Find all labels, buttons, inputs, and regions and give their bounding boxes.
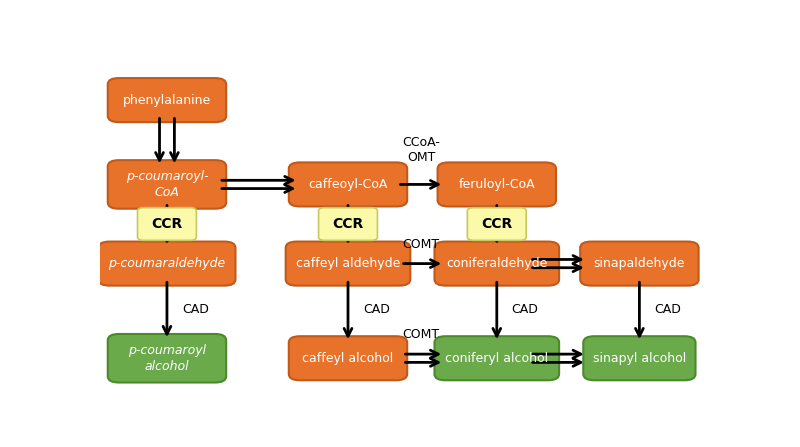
Text: p-coumaroyl
alcohol: p-coumaroyl alcohol: [128, 344, 206, 373]
FancyBboxPatch shape: [467, 208, 526, 240]
Text: CAD: CAD: [512, 303, 538, 316]
Text: CAD: CAD: [363, 303, 390, 316]
Text: COMT: COMT: [402, 329, 440, 342]
FancyBboxPatch shape: [434, 241, 559, 286]
FancyBboxPatch shape: [138, 208, 197, 240]
Text: COMT: COMT: [402, 238, 440, 251]
FancyBboxPatch shape: [318, 208, 378, 240]
Text: p-coumaroyl-
CoA: p-coumaroyl- CoA: [126, 170, 208, 199]
FancyBboxPatch shape: [108, 334, 226, 383]
Text: sinapaldehyde: sinapaldehyde: [594, 257, 685, 270]
Text: phenylalanine: phenylalanine: [123, 93, 211, 106]
FancyBboxPatch shape: [438, 162, 556, 207]
Text: caffeyl alcohol: caffeyl alcohol: [302, 352, 394, 365]
FancyBboxPatch shape: [580, 241, 698, 286]
Text: coniferaldehyde: coniferaldehyde: [446, 257, 547, 270]
FancyBboxPatch shape: [289, 336, 407, 380]
Text: CCR: CCR: [151, 217, 182, 231]
FancyBboxPatch shape: [286, 241, 410, 286]
FancyBboxPatch shape: [98, 241, 235, 286]
Text: feruloyl-CoA: feruloyl-CoA: [458, 178, 535, 191]
Text: CAD: CAD: [182, 303, 209, 316]
Text: p-coumaraldehyde: p-coumaraldehyde: [108, 257, 226, 270]
Text: CCR: CCR: [332, 217, 364, 231]
FancyBboxPatch shape: [108, 78, 226, 122]
Text: CCoA-
OMT: CCoA- OMT: [402, 136, 440, 164]
FancyBboxPatch shape: [434, 336, 559, 380]
Text: caffeoyl-CoA: caffeoyl-CoA: [308, 178, 388, 191]
Text: CCR: CCR: [481, 217, 513, 231]
FancyBboxPatch shape: [583, 336, 695, 380]
Text: caffeyl aldehyde: caffeyl aldehyde: [296, 257, 400, 270]
Text: coniferyl alcohol: coniferyl alcohol: [446, 352, 548, 365]
Text: sinapyl alcohol: sinapyl alcohol: [593, 352, 686, 365]
Text: CAD: CAD: [654, 303, 681, 316]
FancyBboxPatch shape: [108, 160, 226, 209]
FancyBboxPatch shape: [289, 162, 407, 207]
